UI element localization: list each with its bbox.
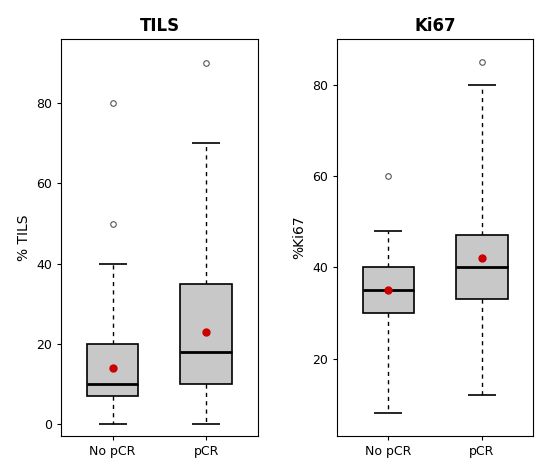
FancyBboxPatch shape [87,344,139,396]
Y-axis label: %Ki67: %Ki67 [293,216,306,259]
Y-axis label: % TILS: % TILS [16,214,31,261]
FancyBboxPatch shape [362,267,414,313]
Title: TILS: TILS [139,17,179,35]
FancyBboxPatch shape [456,236,508,299]
FancyBboxPatch shape [180,284,232,384]
Title: Ki67: Ki67 [414,17,456,35]
